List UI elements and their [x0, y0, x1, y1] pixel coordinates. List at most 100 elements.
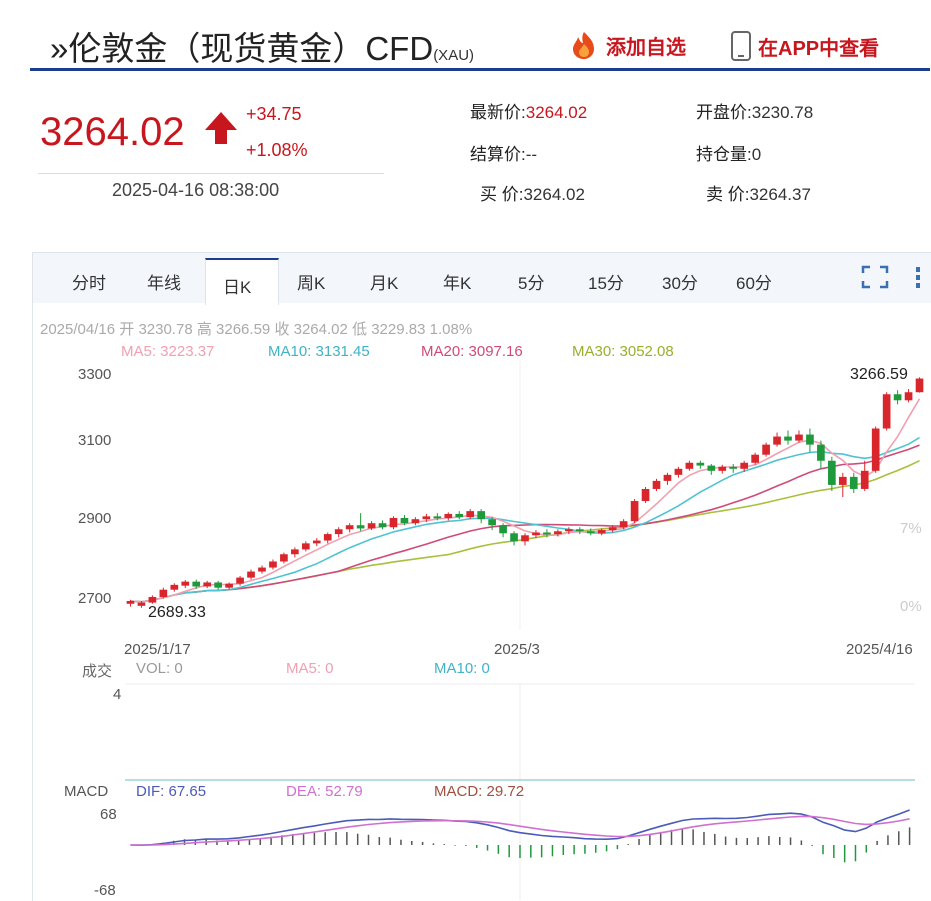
- tab-monthly-k[interactable]: 月K: [370, 274, 399, 293]
- candle-body: [400, 517, 409, 524]
- y-tick-3300: 3300: [78, 366, 112, 383]
- candle-body: [915, 378, 924, 393]
- candle-body: [773, 436, 781, 445]
- candle-body: [466, 511, 475, 518]
- stat-open: 开盘价:3230.78: [696, 103, 814, 122]
- candle-body: [334, 529, 343, 535]
- candle-body: [806, 434, 814, 445]
- y-tick-2900: 2900: [78, 510, 112, 527]
- ma20-legend: MA20: 3097.16: [421, 343, 523, 360]
- candle-body: [323, 534, 332, 541]
- candle-body: [411, 519, 420, 524]
- candle-body: [291, 549, 299, 555]
- tab-daily-k[interactable]: 日K: [223, 278, 252, 297]
- candle-body: [532, 532, 540, 536]
- candle-body: [718, 466, 727, 471]
- current-price: 3264.02: [40, 110, 185, 154]
- candlestick-chart[interactable]: [125, 360, 931, 630]
- candle-body: [488, 519, 496, 526]
- add-watchlist-button[interactable]: 添加自选: [568, 30, 686, 60]
- add-watchlist-label: 添加自选: [606, 36, 686, 59]
- y-tick-2700: 2700: [78, 590, 112, 607]
- candle-body: [751, 454, 759, 463]
- up-arrow-icon: [205, 112, 237, 144]
- candle-body: [499, 525, 507, 534]
- candle-body: [269, 561, 277, 568]
- candle-body: [784, 436, 792, 441]
- candle-body: [356, 525, 365, 529]
- fullscreen-icon[interactable]: [860, 264, 890, 290]
- macd-chart: [130, 800, 911, 900]
- candle-body: [707, 465, 716, 471]
- side-pct-7: 7%: [900, 520, 922, 537]
- candle-body: [510, 533, 518, 542]
- candle-body: [575, 529, 584, 532]
- tab-fenshi[interactable]: 分时: [72, 274, 106, 293]
- macd-label: MACD: [64, 783, 109, 800]
- tab-yearly-k[interactable]: 年K: [443, 274, 472, 293]
- candle-body: [422, 516, 431, 520]
- fire-icon: [573, 32, 594, 59]
- candle-body: [828, 460, 836, 485]
- y-tick-3100: 3100: [78, 432, 112, 449]
- tab-60min[interactable]: 60分: [736, 274, 772, 293]
- candle-body: [795, 434, 803, 441]
- candle-body: [619, 521, 628, 528]
- price-change-percent: +1.08%: [246, 140, 308, 160]
- ma10-legend: MA10: 3131.45: [268, 343, 370, 360]
- title-divider: [30, 68, 930, 71]
- candle-body: [280, 554, 288, 562]
- candle-body: [148, 596, 157, 603]
- macd-axis-max: 68: [100, 806, 117, 823]
- candle-body: [871, 428, 880, 471]
- candle-body: [137, 602, 146, 606]
- view-in-app-button[interactable]: 在APP中查看: [730, 30, 879, 62]
- tab-15min[interactable]: 15分: [588, 274, 624, 293]
- dif-line: [130, 809, 910, 847]
- tab-30min[interactable]: 30分: [662, 274, 698, 293]
- candle-body: [630, 501, 639, 522]
- low-annotation: 2689.33: [148, 604, 206, 621]
- candle-body: [543, 532, 551, 535]
- volume-panel: [125, 683, 915, 783]
- ma10-line: [130, 436, 920, 603]
- more-options-icon[interactable]: [908, 264, 928, 290]
- candle-body: [477, 511, 485, 520]
- candle-body: [904, 392, 913, 401]
- ma20-line: [130, 444, 920, 603]
- ma5-line: [130, 398, 921, 603]
- volume-label: 成交: [82, 663, 113, 680]
- candle-body: [838, 476, 847, 485]
- stat-bid: 买 价:3264.02: [480, 185, 585, 204]
- volume-axis-max: 4: [113, 686, 122, 703]
- title-row: »伦敦金（现货黄金）CFD(XAU) 添加自选 在APP中查看: [40, 18, 920, 68]
- candle-body: [433, 516, 442, 519]
- page-title: »伦敦金（现货黄金）CFD(XAU): [50, 30, 475, 67]
- macd-dif: DIF: 67.65: [136, 783, 207, 800]
- phone-icon: [731, 31, 751, 61]
- candle-body: [203, 582, 212, 587]
- candle-body: [521, 535, 529, 542]
- candle-body: [586, 531, 595, 534]
- ma30-legend: MA30: 3052.08: [572, 343, 674, 360]
- tab-weekly-k[interactable]: 周K: [297, 274, 326, 293]
- tab-5min[interactable]: 5分: [518, 274, 545, 293]
- view-in-app-label: 在APP中查看: [758, 37, 880, 60]
- x-tick-start: 2025/1/17: [124, 641, 191, 658]
- macd-dea: DEA: 52.79: [286, 783, 363, 800]
- stat-ask: 卖 价:3264.37: [706, 185, 811, 204]
- candle-body: [597, 530, 606, 534]
- stat-open-interest: 持仓量:0: [696, 145, 762, 164]
- volume-value: VOL: 0: [136, 660, 183, 677]
- candle-body: [608, 527, 617, 531]
- ma5-legend: MA5: 3223.37: [121, 343, 215, 360]
- volume-ma5: MA5: 0: [286, 660, 334, 677]
- ohlc-info: 2025/04/16 开 3230.78 高 3266.59 收 3264.02…: [40, 321, 473, 338]
- candle-body: [170, 584, 179, 590]
- tab-year-line[interactable]: 年线: [147, 274, 181, 293]
- candle-body: [444, 513, 453, 518]
- candle-body: [455, 513, 464, 518]
- quote-divider: [38, 173, 384, 174]
- candle-body: [247, 571, 255, 578]
- candle-body: [849, 476, 858, 489]
